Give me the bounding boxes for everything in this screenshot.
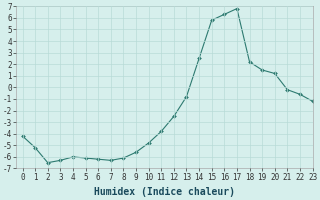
X-axis label: Humidex (Indice chaleur): Humidex (Indice chaleur) bbox=[94, 187, 235, 197]
